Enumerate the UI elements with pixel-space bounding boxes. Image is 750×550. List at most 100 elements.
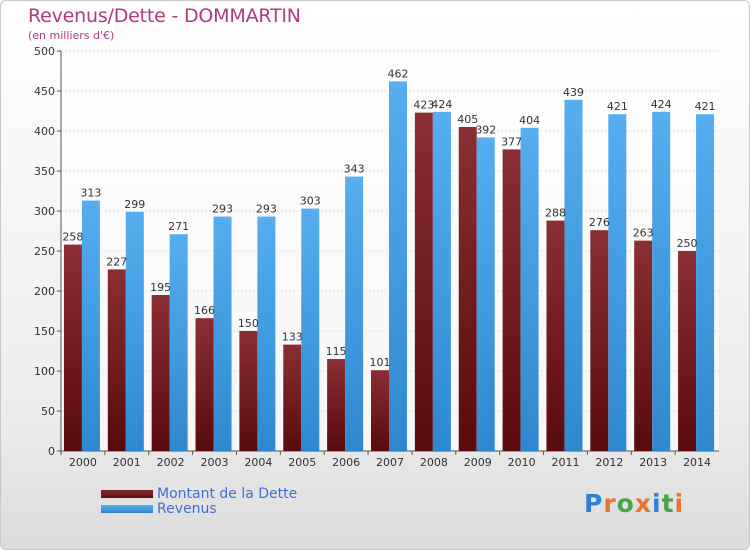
bar-revenus-2014 [696, 114, 715, 451]
y-tick-label-0: 0 [48, 445, 55, 458]
bar-revenus-2011 [564, 99, 583, 452]
data-label-dette-2000: 258 [62, 231, 83, 244]
y-tick-label-300: 300 [34, 205, 55, 218]
x-tick-label-2011: 2011 [551, 456, 579, 469]
data-label-dette-2012: 276 [589, 216, 610, 229]
data-label-dette-2004: 150 [238, 317, 259, 330]
data-label-dette-2009: 405 [457, 113, 478, 126]
data-label-dette-2003: 166 [194, 304, 215, 317]
proxiti-logo: Proxiti [584, 489, 684, 518]
data-label-revenus-2001: 299 [124, 198, 145, 211]
bar-revenus-2007 [389, 81, 407, 452]
bar-dette-2011 [546, 220, 565, 451]
bar-dette-2008 [414, 112, 433, 451]
bar-revenus-2002 [169, 234, 188, 451]
data-label-dette-2006: 115 [326, 345, 347, 358]
data-label-revenus-2000: 313 [80, 187, 101, 200]
data-label-revenus-2002: 271 [168, 220, 189, 233]
data-label-revenus-2012: 421 [607, 100, 628, 113]
legend: Montant de la Dette Revenus [101, 485, 298, 517]
bar-dette-2004 [239, 331, 258, 451]
bar-dette-2014 [678, 251, 697, 451]
data-label-dette-2011: 288 [545, 207, 566, 220]
x-tick-label-2013: 2013 [639, 456, 667, 469]
logo-letter: r [603, 489, 617, 518]
data-label-revenus-2010: 404 [519, 114, 540, 127]
x-tick-label-2003: 2003 [201, 456, 229, 469]
data-label-dette-2007: 101 [370, 356, 391, 369]
bar-dette-2003 [195, 318, 214, 451]
legend-label-dette: Montant de la Dette [157, 485, 298, 502]
logo-letter: x [634, 489, 652, 518]
legend-swatch-revenus [101, 504, 153, 513]
x-tick-label-2005: 2005 [288, 456, 316, 469]
logo-letter: o [616, 489, 635, 518]
bar-dette-2006 [327, 359, 346, 451]
y-tick-label-450: 450 [34, 85, 55, 98]
y-tick-label-150: 150 [34, 325, 55, 338]
bar-dette-2002 [151, 295, 170, 451]
y-tick-label-100: 100 [34, 365, 55, 378]
data-label-revenus-2004: 293 [256, 203, 277, 216]
data-label-dette-2002: 195 [150, 281, 171, 294]
y-tick-label-250: 250 [34, 245, 55, 258]
data-label-dette-2013: 263 [633, 227, 654, 240]
data-label-revenus-2006: 343 [344, 163, 365, 176]
x-tick-label-2014: 2014 [683, 456, 711, 469]
x-tick-label-2001: 2001 [113, 456, 141, 469]
y-tick-label-500: 500 [34, 45, 55, 58]
bar-revenus-2001 [125, 211, 144, 451]
data-label-revenus-2008: 424 [431, 98, 452, 111]
data-label-revenus-2005: 303 [300, 195, 321, 208]
data-label-revenus-2013: 424 [651, 98, 672, 111]
data-label-dette-2014: 250 [677, 237, 698, 250]
x-tick-label-2009: 2009 [464, 456, 492, 469]
bar-revenus-2000 [81, 200, 100, 451]
chart-title: Revenus/Dette - DOMMARTIN [28, 5, 301, 27]
data-label-dette-2001: 227 [106, 255, 127, 268]
y-tick-label-200: 200 [34, 285, 55, 298]
logo-letter: P [584, 489, 604, 518]
bar-dette-2005 [283, 344, 302, 451]
x-tick-label-2010: 2010 [508, 456, 536, 469]
data-label-revenus-2009: 392 [475, 123, 496, 136]
y-tick-label-350: 350 [34, 165, 55, 178]
x-tick-label-2007: 2007 [376, 456, 404, 469]
bar-revenus-2012 [608, 114, 627, 451]
logo-letter: i [674, 489, 685, 518]
logo-letter: t [661, 489, 675, 518]
bar-dette-2010 [502, 149, 521, 451]
bar-revenus-2006 [345, 176, 364, 451]
x-tick-label-2000: 2000 [69, 456, 97, 469]
data-label-dette-2008: 423 [413, 99, 434, 112]
x-tick-label-2004: 2004 [244, 456, 272, 469]
y-tick-label-400: 400 [34, 125, 55, 138]
bar-dette-2007 [371, 370, 389, 451]
legend-item-dette[interactable]: Montant de la Dette [101, 485, 298, 502]
data-label-dette-2005: 133 [282, 331, 303, 344]
logo-letter: i [652, 489, 662, 518]
data-label-revenus-2007: 462 [388, 67, 409, 80]
bar-dette-2000 [63, 244, 82, 451]
x-tick-label-2012: 2012 [595, 456, 623, 469]
legend-swatch-dette [101, 489, 153, 498]
legend-label-revenus: Revenus [157, 500, 217, 517]
x-tick-label-2008: 2008 [420, 456, 448, 469]
bar-dette-2009 [458, 127, 477, 451]
x-tick-label-2002: 2002 [157, 456, 185, 469]
bar-dette-2013 [634, 240, 653, 451]
bar-revenus-2008 [432, 111, 451, 452]
bar-revenus-2004 [257, 216, 276, 451]
bar-dette-2001 [107, 269, 126, 451]
bar-revenus-2009 [476, 137, 495, 451]
bar-revenus-2010 [520, 127, 539, 452]
legend-item-revenus[interactable]: Revenus [101, 500, 297, 517]
bar-revenus-2003 [213, 216, 232, 451]
bar-revenus-2013 [652, 111, 671, 452]
data-label-revenus-2003: 293 [212, 203, 233, 216]
bar-dette-2012 [590, 230, 609, 451]
y-tick-label-50: 50 [41, 405, 55, 418]
x-tick-label-2006: 2006 [332, 456, 360, 469]
